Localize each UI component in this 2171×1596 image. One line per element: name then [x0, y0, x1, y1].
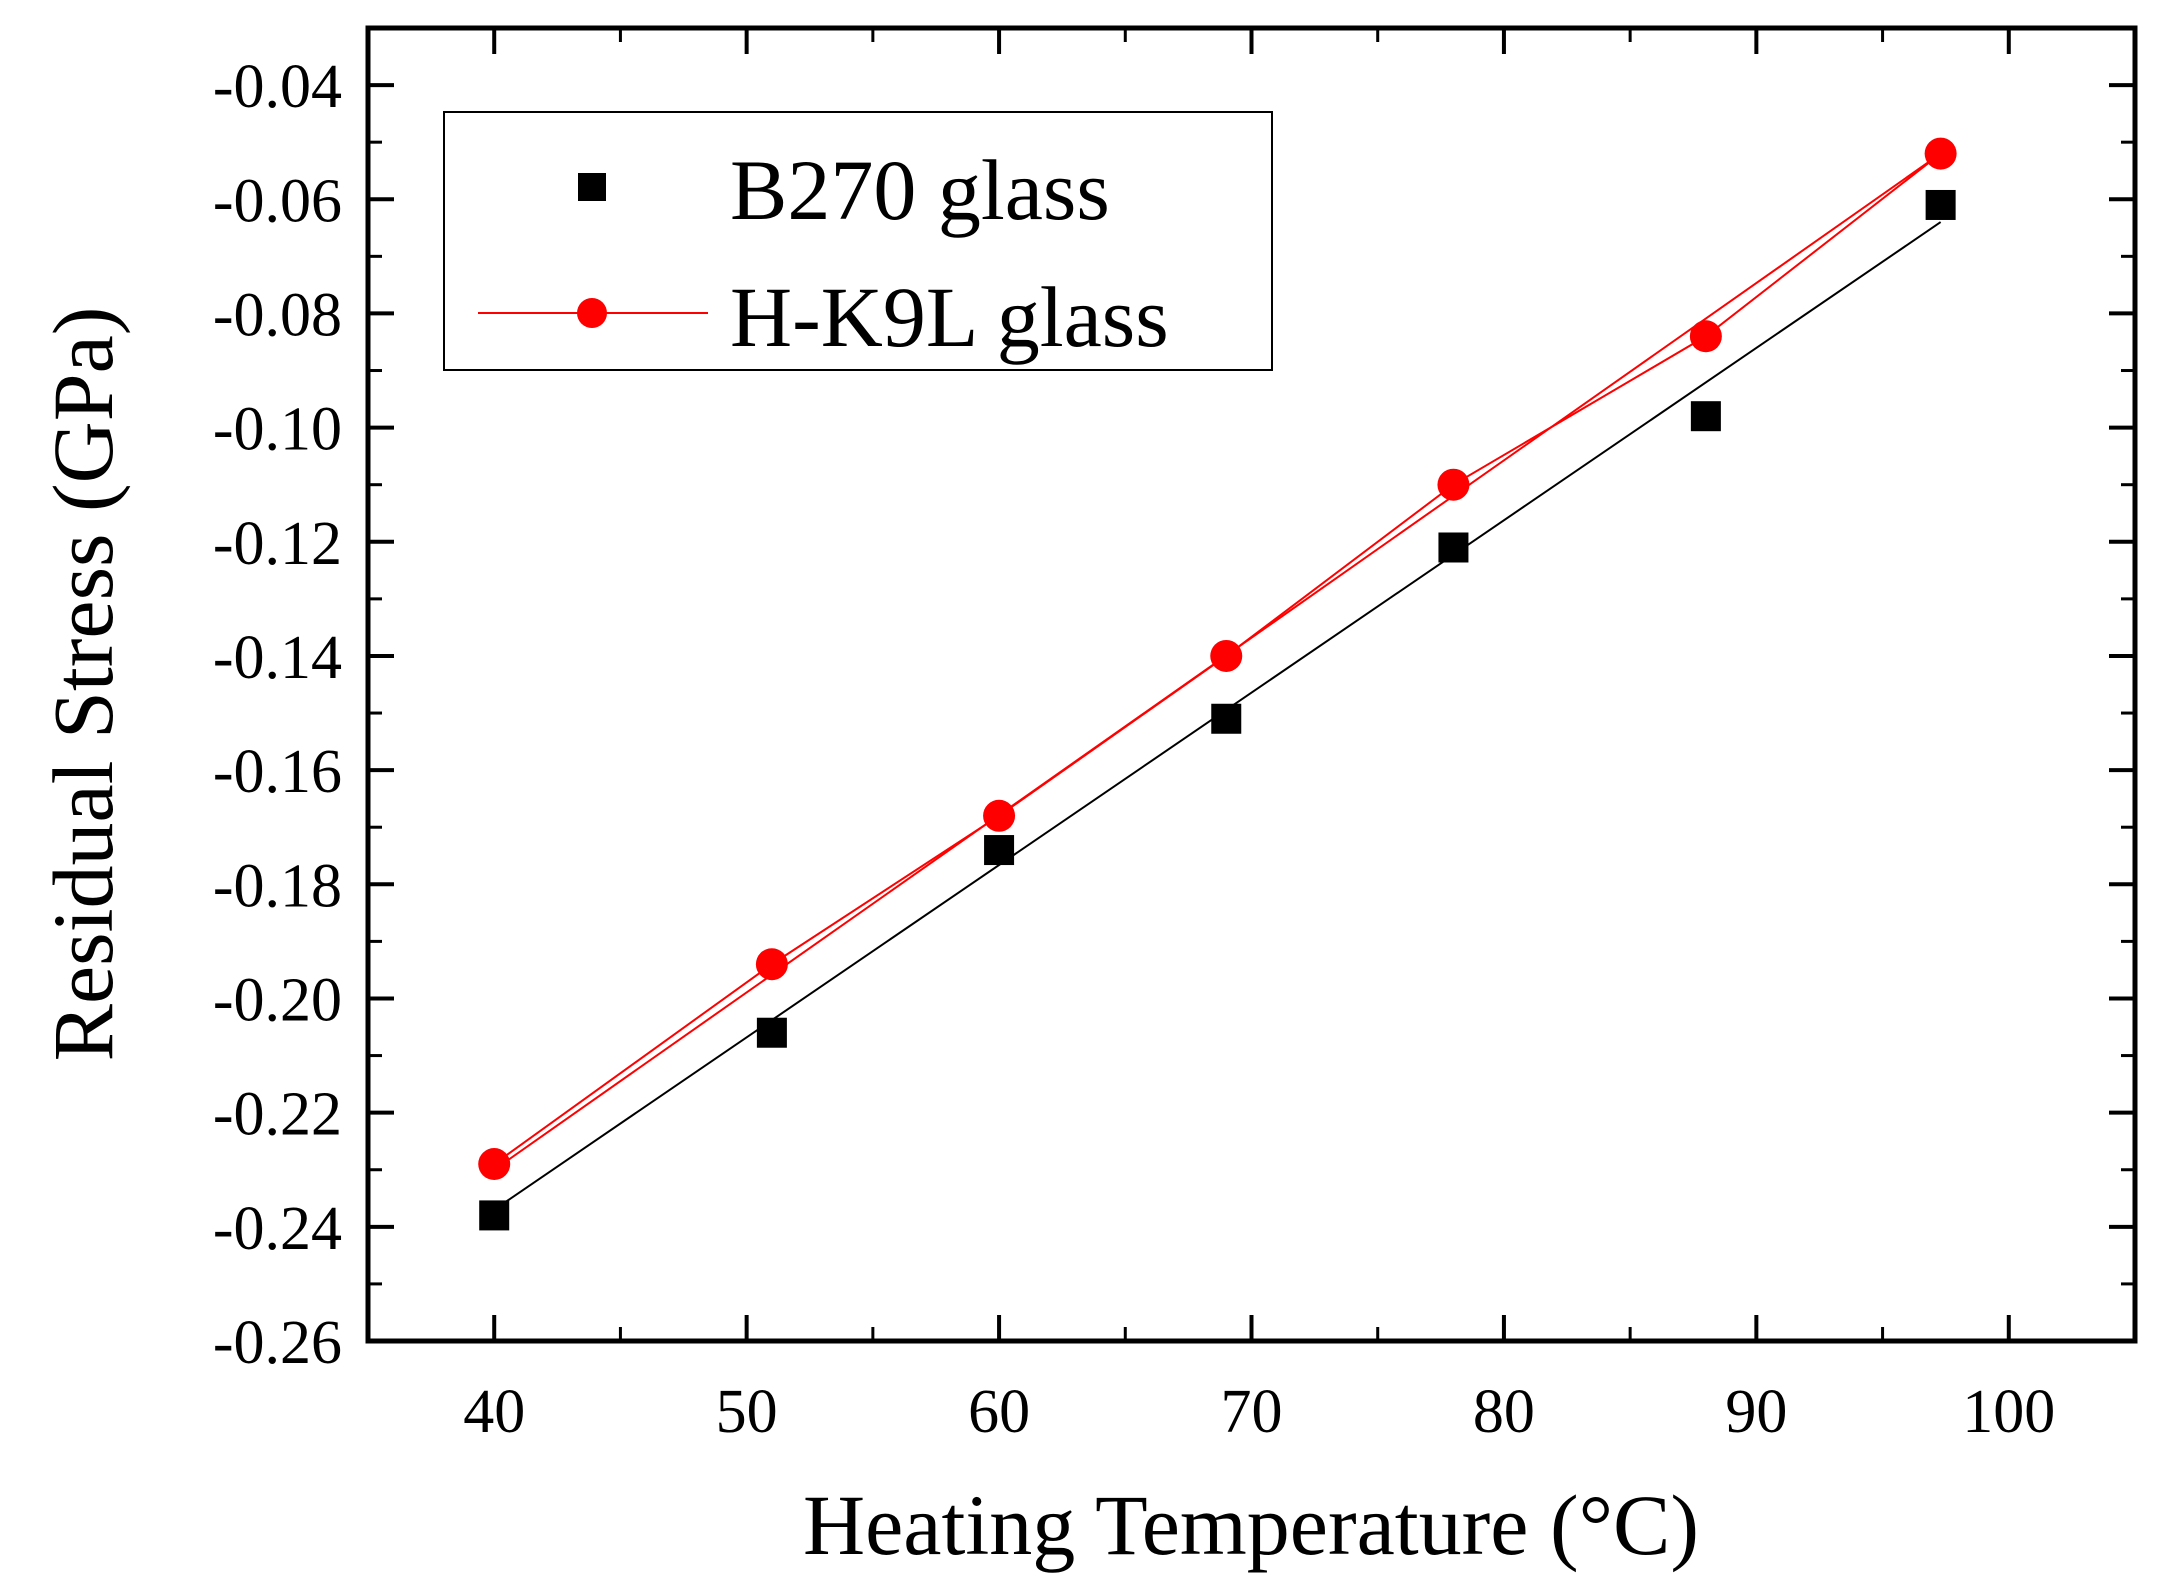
legend-marker-hk9l	[577, 298, 607, 328]
y-tick-label: -0.12	[213, 510, 342, 578]
legend-label-b270: B270 glass	[730, 142, 1110, 238]
x-axis-title: Heating Temperature (°C)	[803, 1477, 1699, 1573]
data-point	[1438, 532, 1469, 563]
x-tick-label: 60	[968, 1378, 1030, 1446]
data-point	[1924, 137, 1957, 170]
x-tick-label: 100	[1962, 1378, 2055, 1446]
data-point	[983, 799, 1016, 832]
legend-marker-b270	[578, 173, 606, 201]
data-point	[1210, 639, 1243, 672]
y-tick-label: -0.08	[213, 281, 342, 349]
data-point	[479, 1200, 510, 1231]
x-tick-label: 70	[1221, 1378, 1283, 1446]
x-axis-tick-labels: 40 50 60 70 80 90 100	[463, 1378, 2055, 1446]
y-tick-label: -0.26	[213, 1309, 342, 1377]
y-axis-title: Residual Stress (GPa)	[35, 307, 131, 1062]
y-axis-ticks	[368, 83, 2135, 1343]
y-tick-label: -0.04	[213, 53, 342, 121]
y-tick-label: -0.16	[213, 738, 342, 806]
x-tick-label: 90	[1725, 1378, 1787, 1446]
y-tick-label: -0.10	[213, 396, 342, 464]
legend: B270 glass H-K9L glass	[443, 111, 1273, 371]
data-point	[1437, 468, 1470, 501]
y-tick-label: -0.06	[213, 167, 342, 235]
series-b270	[479, 189, 1956, 1231]
data-point	[1690, 401, 1721, 432]
y-tick-label: -0.20	[213, 966, 342, 1034]
y-tick-label: -0.24	[213, 1195, 342, 1263]
y-tick-label: -0.18	[213, 852, 342, 920]
data-point	[1925, 189, 1956, 220]
series-hk9l	[478, 137, 1957, 1181]
x-tick-label: 80	[1473, 1378, 1535, 1446]
series-layer	[478, 137, 1957, 1231]
legend-box	[443, 111, 1273, 371]
y-tick-label: -0.14	[213, 624, 342, 692]
data-point	[755, 948, 788, 981]
y-axis-tick-labels: -0.26 -0.24 -0.22 -0.20 -0.18 -0.16 -0.14 -0.12…	[213, 53, 342, 1377]
x-tick-label: 40	[463, 1378, 525, 1446]
data-point	[1211, 703, 1242, 734]
legend-label-hk9l: H-K9L glass	[730, 269, 1169, 365]
data-point	[984, 835, 1015, 866]
data-point	[756, 1017, 787, 1048]
x-tick-label: 50	[716, 1378, 778, 1446]
data-point	[478, 1148, 511, 1181]
data-point	[1689, 320, 1722, 353]
x-axis-ticks	[492, 28, 2011, 1341]
y-tick-label: -0.22	[213, 1081, 342, 1149]
